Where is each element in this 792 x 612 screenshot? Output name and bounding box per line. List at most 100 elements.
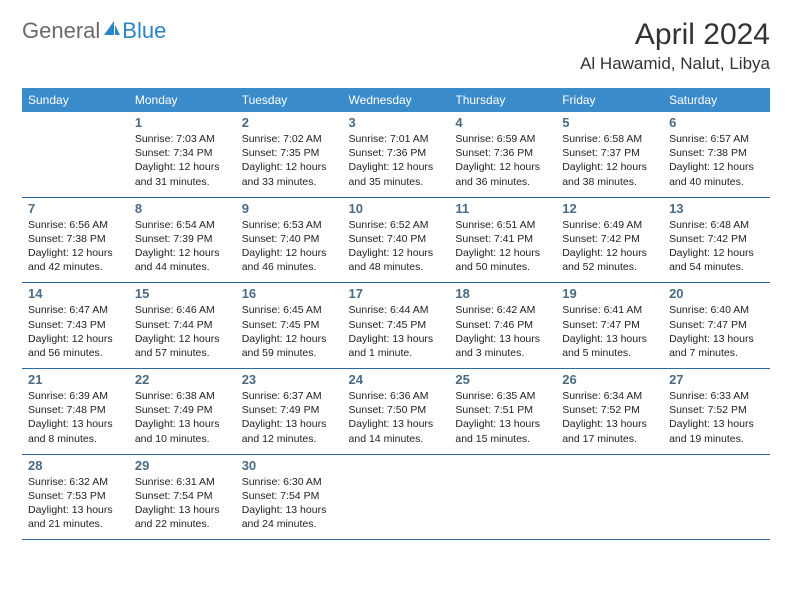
calendar-cell: 4Sunrise: 6:59 AMSunset: 7:36 PMDaylight…	[449, 112, 556, 197]
daylight1-text: Daylight: 12 hours	[455, 246, 550, 260]
calendar-cell	[22, 112, 129, 197]
day-number: 8	[135, 201, 230, 216]
day-number: 19	[562, 286, 657, 301]
sunset-text: Sunset: 7:51 PM	[455, 403, 550, 417]
sunrise-text: Sunrise: 6:36 AM	[349, 389, 444, 403]
sunset-text: Sunset: 7:45 PM	[242, 318, 337, 332]
calendar-cell: 30 Sunrise: 6:30 AMSunset: 7:54 PMDayligh…	[236, 454, 343, 540]
daylight1-text: Daylight: 12 hours	[349, 160, 444, 174]
daylight1-text: Daylight: 13 hours	[562, 332, 657, 346]
sunrise-text: Sunrise: 6:38 AM	[135, 389, 230, 403]
calendar-cell: 6 Sunrise: 6:57 AMSunset: 7:38 PMDaylight…	[663, 112, 770, 197]
day-number: 3	[349, 115, 444, 130]
day-number: 30	[242, 458, 337, 473]
sunset-text: Sunset: 7:45 PM	[349, 318, 444, 332]
sunset-text: Sunset: 7:37 PM	[562, 146, 657, 160]
weekday-header: Tuesday	[236, 88, 343, 112]
daylight1-text: Daylight: 12 hours	[242, 246, 337, 260]
daylight2-text: and 48 minutes.	[349, 260, 444, 274]
sunrise-text: Sunrise: 6:45 AM	[242, 303, 337, 317]
daylight2-text: and 54 minutes.	[669, 260, 764, 274]
header: General Blue April 2024 Al Hawamid, Nalu…	[22, 18, 770, 74]
day-number: 11	[455, 201, 550, 216]
day-number: 6	[669, 115, 764, 130]
daylight1-text: Daylight: 13 hours	[349, 332, 444, 346]
calendar-cell	[343, 454, 450, 540]
day-number: 14	[28, 286, 123, 301]
daylight1-text: Daylight: 12 hours	[28, 246, 123, 260]
sunset-text: Sunset: 7:52 PM	[562, 403, 657, 417]
calendar-cell: 28Sunrise: 6:32 AMSunset: 7:53 PMDayligh…	[22, 454, 129, 540]
day-number: 28	[28, 458, 123, 473]
sunrise-text: Sunrise: 6:53 AM	[242, 218, 337, 232]
sunrise-text: Sunrise: 6:52 AM	[349, 218, 444, 232]
sunset-text: Sunset: 7:36 PM	[349, 146, 444, 160]
daylight2-text: and 10 minutes.	[135, 432, 230, 446]
sunrise-text: Sunrise: 6:48 AM	[669, 218, 764, 232]
calendar-row: 7Sunrise: 6:56 AMSunset: 7:38 PMDaylight…	[22, 197, 770, 283]
daylight2-text: and 5 minutes.	[562, 346, 657, 360]
sunrise-text: Sunrise: 6:32 AM	[28, 475, 123, 489]
daylight2-text: and 15 minutes.	[455, 432, 550, 446]
sunrise-text: Sunrise: 7:03 AM	[135, 132, 230, 146]
sunrise-text: Sunrise: 6:30 AM	[242, 475, 337, 489]
calendar-cell: 16Sunrise: 6:45 AMSunset: 7:45 PMDayligh…	[236, 283, 343, 369]
sunset-text: Sunset: 7:43 PM	[28, 318, 123, 332]
sunrise-text: Sunrise: 6:37 AM	[242, 389, 337, 403]
sunset-text: Sunset: 7:38 PM	[669, 146, 764, 160]
sunrise-text: Sunrise: 7:01 AM	[349, 132, 444, 146]
sunrise-text: Sunrise: 6:58 AM	[562, 132, 657, 146]
day-number: 1	[135, 115, 230, 130]
calendar-cell: 13Sunrise: 6:48 AMSunset: 7:42 PMDayligh…	[663, 197, 770, 283]
sunset-text: Sunset: 7:54 PM	[242, 489, 337, 503]
day-number: 2	[242, 115, 337, 130]
day-number: 4	[455, 115, 550, 130]
sunset-text: Sunset: 7:52 PM	[669, 403, 764, 417]
sunset-text: Sunset: 7:34 PM	[135, 146, 230, 160]
calendar-cell: 23Sunrise: 6:37 AMSunset: 7:49 PMDayligh…	[236, 369, 343, 455]
daylight1-text: Daylight: 13 hours	[242, 417, 337, 431]
daylight1-text: Daylight: 12 hours	[562, 246, 657, 260]
daylight1-text: Daylight: 12 hours	[669, 160, 764, 174]
sunrise-text: Sunrise: 6:35 AM	[455, 389, 550, 403]
calendar-cell: 15Sunrise: 6:46 AMSunset: 7:44 PMDayligh…	[129, 283, 236, 369]
sunset-text: Sunset: 7:42 PM	[669, 232, 764, 246]
daylight1-text: Daylight: 13 hours	[135, 503, 230, 517]
sunrise-text: Sunrise: 6:34 AM	[562, 389, 657, 403]
logo-text-general: General	[22, 18, 100, 44]
calendar-cell: 22Sunrise: 6:38 AMSunset: 7:49 PMDayligh…	[129, 369, 236, 455]
daylight2-text: and 14 minutes.	[349, 432, 444, 446]
calendar-header-row: Sunday Monday Tuesday Wednesday Thursday…	[22, 88, 770, 112]
daylight2-text: and 36 minutes.	[455, 175, 550, 189]
daylight1-text: Daylight: 12 hours	[28, 332, 123, 346]
day-number: 12	[562, 201, 657, 216]
day-number: 20	[669, 286, 764, 301]
calendar-cell: 5Sunrise: 6:58 AMSunset: 7:37 PMDaylight…	[556, 112, 663, 197]
logo-sail-icon	[102, 19, 122, 44]
calendar-cell: 19Sunrise: 6:41 AMSunset: 7:47 PMDayligh…	[556, 283, 663, 369]
day-number: 15	[135, 286, 230, 301]
sunrise-text: Sunrise: 6:54 AM	[135, 218, 230, 232]
calendar-cell: 2Sunrise: 7:02 AMSunset: 7:35 PMDaylight…	[236, 112, 343, 197]
calendar-cell: 8Sunrise: 6:54 AMSunset: 7:39 PMDaylight…	[129, 197, 236, 283]
sunrise-text: Sunrise: 6:57 AM	[669, 132, 764, 146]
month-title: April 2024	[580, 18, 770, 52]
weekday-header: Friday	[556, 88, 663, 112]
daylight2-text: and 59 minutes.	[242, 346, 337, 360]
daylight1-text: Daylight: 13 hours	[242, 503, 337, 517]
calendar-table: Sunday Monday Tuesday Wednesday Thursday…	[22, 88, 770, 540]
calendar-cell: 3 Sunrise: 7:01 AMSunset: 7:36 PMDaylight…	[343, 112, 450, 197]
daylight2-text: and 33 minutes.	[242, 175, 337, 189]
calendar-cell: 17Sunrise: 6:44 AMSunset: 7:45 PMDayligh…	[343, 283, 450, 369]
daylight2-text: and 44 minutes.	[135, 260, 230, 274]
day-number: 10	[349, 201, 444, 216]
daylight1-text: Daylight: 12 hours	[135, 160, 230, 174]
daylight1-text: Daylight: 12 hours	[242, 160, 337, 174]
sunset-text: Sunset: 7:54 PM	[135, 489, 230, 503]
daylight2-text: and 3 minutes.	[455, 346, 550, 360]
calendar-cell: 20Sunrise: 6:40 AMSunset: 7:47 PMDayligh…	[663, 283, 770, 369]
daylight1-text: Daylight: 12 hours	[669, 246, 764, 260]
daylight1-text: Daylight: 12 hours	[135, 332, 230, 346]
calendar-cell: 25Sunrise: 6:35 AMSunset: 7:51 PMDayligh…	[449, 369, 556, 455]
day-number: 21	[28, 372, 123, 387]
